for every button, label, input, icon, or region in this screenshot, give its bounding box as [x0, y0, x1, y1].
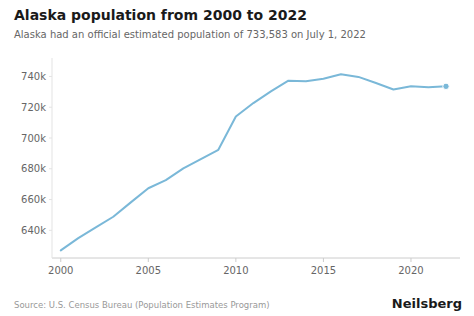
- y-tick-label: 680k: [21, 163, 46, 174]
- y-tick-label: 740k: [21, 71, 46, 82]
- subtitle: Alaska had an official estimated populat…: [14, 29, 366, 40]
- y-tick: [49, 76, 52, 77]
- chart: Alaska population from 2000 to 2022 Alask…: [0, 0, 474, 316]
- plot-area: [61, 74, 449, 250]
- y-tick-label: 660k: [21, 194, 46, 205]
- x-tick-label: 2000: [48, 265, 73, 276]
- x-axis-line: [52, 258, 460, 259]
- title: Alaska population from 2000 to 2022: [14, 7, 307, 23]
- x-tick-label: 2020: [398, 265, 423, 276]
- x-tick-label: 2005: [136, 265, 161, 276]
- y-tick-label: 720k: [21, 102, 46, 113]
- source: Source: U.S. Census Bureau (Population E…: [14, 300, 270, 310]
- y-tick-label: 700k: [21, 133, 46, 144]
- x-tick-label: 2015: [311, 265, 336, 276]
- y-tick: [49, 107, 52, 108]
- y-tick: [49, 138, 52, 139]
- axes: 2000 2005 2010 2015 2020 640k 660k 680k 700k 720k…: [21, 58, 460, 276]
- end-point: [443, 83, 449, 89]
- x-tick: [148, 258, 149, 262]
- brand: Neilsberg: [392, 296, 462, 311]
- y-tick: [49, 199, 52, 200]
- x-tick: [235, 258, 236, 262]
- y-tick-label: 640k: [21, 225, 46, 236]
- y-tick: [49, 168, 52, 169]
- x-tick-label: 2010: [223, 265, 248, 276]
- y-tick: [49, 230, 52, 231]
- x-tick: [410, 258, 411, 262]
- y-axis-line: [52, 58, 53, 258]
- line: [61, 74, 446, 250]
- x-tick: [323, 258, 324, 262]
- x-tick: [60, 258, 61, 262]
